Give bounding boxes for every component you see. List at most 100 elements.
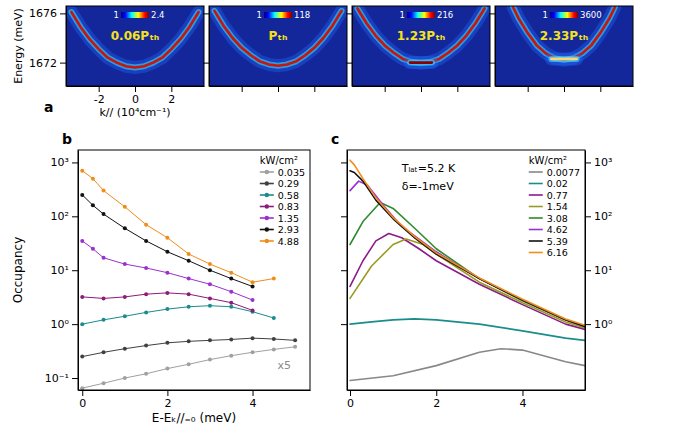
marks	[214, 11, 341, 66]
plot-background	[352, 6, 490, 86]
series-line	[410, 61, 432, 64]
data-point	[187, 277, 191, 281]
tick-label: 10⁰	[594, 318, 613, 331]
axis	[203, 7, 210, 87]
series-line	[551, 58, 576, 61]
data-point	[144, 344, 148, 348]
colorbar-label: 2.4	[151, 10, 165, 20]
panel-letter: c	[331, 131, 339, 147]
data-point	[187, 292, 191, 296]
data-point	[102, 296, 106, 300]
line-glow-outer	[513, 7, 615, 60]
marks	[71, 12, 198, 67]
tick-label: 2	[164, 397, 171, 410]
tick: 0	[347, 390, 354, 410]
legend-label: 0.77	[547, 190, 568, 201]
frame	[66, 6, 204, 86]
data-point	[293, 345, 297, 349]
tick: 4	[519, 390, 526, 410]
legend-swatch	[529, 194, 543, 196]
data-point	[208, 358, 212, 362]
tick	[314, 86, 315, 92]
tick-mark	[167, 390, 168, 396]
legend-label: 5.39	[547, 236, 568, 247]
tick: 10¹	[585, 264, 612, 277]
tick-mark	[60, 63, 66, 64]
plot-background	[495, 6, 633, 86]
tick-label: 1676	[29, 7, 57, 20]
data-point	[80, 295, 84, 299]
data-point	[165, 367, 169, 371]
panel-letter: b	[62, 131, 72, 147]
data-point	[229, 290, 233, 294]
tick-mark	[341, 162, 347, 163]
axis-line	[495, 7, 496, 87]
x-axis-title: E-Eₖ//₌₀ (meV)	[152, 411, 236, 425]
tick: 0	[132, 86, 139, 106]
panel: 1118Pₜₕ	[203, 6, 348, 92]
tick-label: 0	[132, 93, 139, 106]
tick: 10²	[51, 210, 78, 223]
panel-title: 1.23Pₜₕ	[397, 29, 446, 43]
tick-mark	[489, 13, 495, 14]
tick: 2	[433, 390, 440, 410]
marks	[350, 160, 585, 380]
tick: 0	[79, 390, 86, 410]
data-point	[272, 316, 276, 320]
data-point	[144, 239, 148, 243]
axis-line	[352, 7, 353, 87]
tick-mark	[60, 13, 66, 14]
tick-label: 10³	[594, 156, 612, 169]
tick	[489, 63, 495, 64]
x-axis-title: k// (10⁴cm⁻¹)	[99, 106, 170, 119]
tick	[341, 216, 347, 217]
chart-svg: -2021672167612.40.06Pₜₕk// (10⁴cm⁻¹)Ener…	[0, 0, 675, 437]
legend-item: 0.29	[260, 178, 299, 189]
legend-label: 4.88	[278, 236, 299, 247]
data-point	[123, 314, 127, 318]
tick-label: 2	[168, 93, 175, 106]
data-point	[208, 304, 212, 308]
axis: -202	[67, 86, 205, 106]
tick	[203, 63, 209, 64]
tick: 10⁰	[51, 318, 78, 331]
data-point	[80, 193, 84, 197]
tick: 10²	[585, 210, 612, 223]
tick-mark	[350, 390, 351, 396]
legend-label: 0.29	[278, 178, 299, 189]
axis	[341, 151, 348, 391]
tick	[242, 86, 243, 92]
data-point	[102, 189, 106, 193]
legend-swatch	[529, 183, 543, 185]
legend-swatch	[529, 171, 543, 173]
series-line	[350, 203, 585, 327]
tick-mark	[72, 162, 78, 163]
legend-item: 3.08	[529, 213, 568, 224]
tick-mark	[522, 390, 523, 396]
series-line	[350, 349, 585, 381]
tick-mark	[253, 390, 254, 396]
tick-mark	[341, 324, 347, 325]
data-point	[165, 291, 169, 295]
panel: -2021672167612.40.06Pₜₕk// (10⁴cm⁻¹)Ener…	[12, 6, 205, 119]
data-point	[272, 337, 276, 341]
axis-line	[347, 151, 348, 391]
tick: 10⁻¹	[45, 372, 78, 385]
tick-mark	[341, 216, 347, 217]
tick	[564, 86, 565, 92]
axis: 024	[79, 390, 311, 410]
data-point	[102, 318, 106, 322]
tick-mark	[341, 270, 347, 271]
y-axis-title: Occupancy	[11, 237, 25, 304]
colorbar-bar	[407, 12, 435, 18]
colorbar-label: 1	[543, 10, 548, 20]
series-line	[350, 160, 585, 325]
legend-swatch	[529, 206, 543, 208]
tick: 1672	[29, 57, 66, 70]
line-glow	[410, 60, 432, 66]
data-point	[144, 310, 148, 314]
data-point	[165, 236, 169, 240]
tick	[600, 86, 601, 92]
data-point	[123, 205, 127, 209]
panel-title: Pₜₕ	[269, 29, 288, 43]
